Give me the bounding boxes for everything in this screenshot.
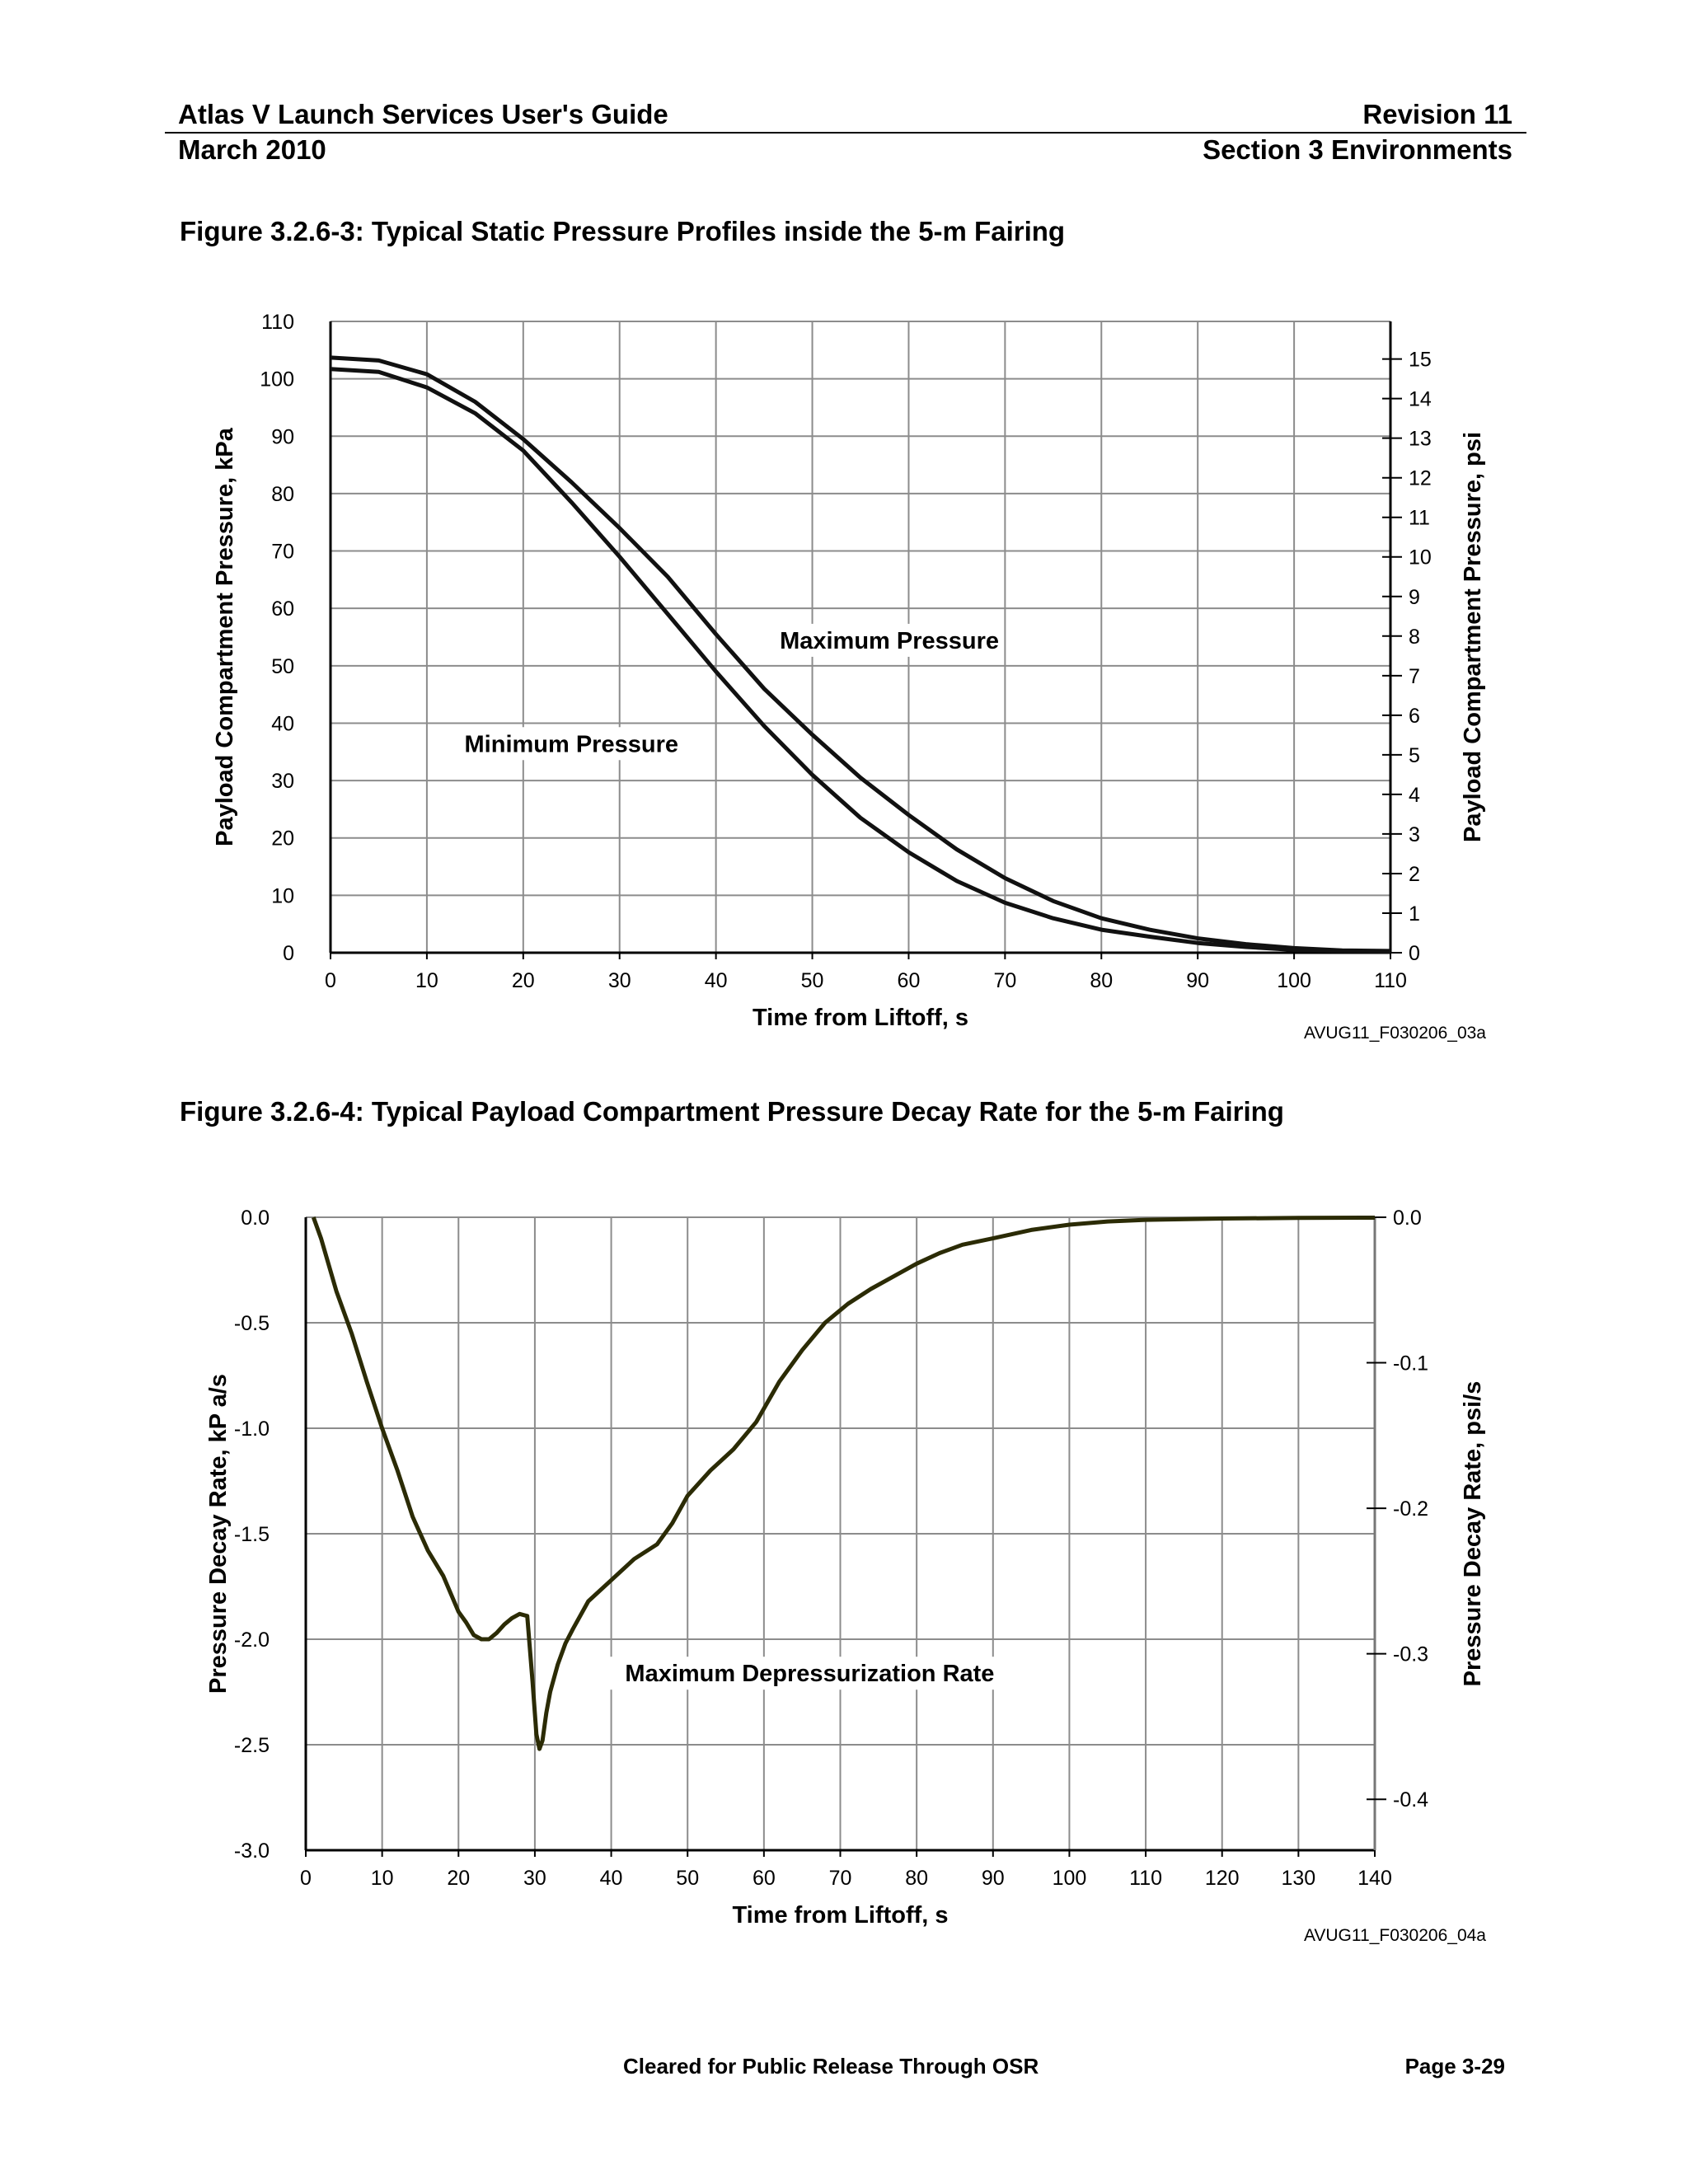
y-tick-label: -3.0 [234,1840,270,1863]
x-tick-label: 40 [705,969,728,992]
figure-id-code: AVUG11_F030206_04a [1304,1926,1486,1945]
y-axis-title: Pressure Decay Rate, kP a/s [205,1374,232,1694]
x-tick-label: 110 [1129,1867,1162,1890]
annotation-label: Maximum Depressurization Rate [625,1661,994,1687]
y2-tick-label: 9 [1409,586,1420,609]
y-tick-label: 90 [271,425,294,448]
series-line [330,367,1391,954]
y2-tick-label: 10 [1409,546,1432,569]
y2-tick-label: 14 [1409,388,1432,411]
x-tick-label: 100 [1277,969,1311,992]
x-tick-label: 20 [447,1867,470,1890]
y-tick-label: 70 [271,541,294,564]
x-tick-label: 50 [676,1867,699,1890]
x-tick-label: 80 [1090,969,1113,992]
x-tick-label: 10 [371,1867,394,1890]
annotation-bg [459,727,684,761]
x-tick-label: 90 [1186,969,1209,992]
y2-tick-label: 5 [1409,744,1420,767]
x-tick-label: 80 [905,1867,928,1890]
y2-tick-label: 6 [1409,705,1420,728]
x-tick-label: 30 [523,1867,546,1890]
y-tick-label: 0 [283,942,294,965]
y-tick-label: -2.5 [234,1734,270,1757]
y-tick-label: -2.0 [234,1629,270,1652]
x-tick-label: 130 [1281,1867,1315,1890]
figure-2-chart: 0 10 20 30 40 50 60 70 80 90 100 110 120 130 140 0.0 -0.… [0,1179,1688,1953]
y2-tick-label: 1 [1409,902,1420,926]
figure-1-title: Figure 3.2.6-3: Typical Static Pressure … [180,216,1066,246]
x-tick-label: 0 [300,1867,312,1890]
y2-tick-label: 13 [1409,428,1432,451]
figure-1-chart: 0 10 20 30 40 50 60 70 80 90 100 110 0 10 20 30 40 50 60 70… [0,288,1688,1080]
y2-tick-label: 2 [1409,863,1420,886]
y-tick-label: 40 [271,712,294,735]
y-tick-label: -1.5 [234,1523,270,1546]
x-tick-label: 110 [1374,969,1407,992]
annotation-label: Minimum Pressure [465,731,678,757]
x-tick-label: 10 [415,969,438,992]
x-tick-label: 0 [325,969,336,992]
y-tick-label: 0.0 [241,1207,270,1230]
x-tick-label: 60 [898,969,921,992]
figure-id-code: AVUG11_F030206_03a [1304,1024,1486,1043]
doc-date: March 2010 [178,134,326,165]
y2-tick-label: 3 [1409,823,1420,846]
figure-2-title: Figure 3.2.6-4: Typical Payload Compartm… [180,1096,1284,1127]
y-tick-label: 20 [271,827,294,851]
x-axis-title: Time from Liftoff, s [732,1902,948,1929]
y-tick-label: 60 [271,598,294,621]
x-tick-label: 70 [829,1867,852,1890]
pressure-profile-chart: 0 10 20 30 40 50 60 70 80 90 100 110010203040506070… [212,311,1486,1043]
y-tick-label: 50 [271,655,294,678]
y2-axis-title: Payload Compartment Pressure, psi [1460,432,1486,842]
y-tick-label: 80 [271,483,294,506]
x-axis-title: Time from Liftoff, s [753,1005,968,1031]
x-tick-label: 60 [753,1867,776,1890]
annotation-label: Maximum Pressure [780,628,999,654]
y2-tick-label: -0.4 [1393,1788,1428,1811]
release-note: Cleared for Public Release Through OSR [623,2054,1039,2079]
y-tick-label: 10 [271,884,294,907]
x-tick-label: 140 [1357,1867,1392,1890]
y2-tick-label: 11 [1409,507,1430,530]
x-tick-label: 50 [801,969,824,992]
y-tick-label: -1.0 [234,1418,270,1441]
x-tick-label: 90 [982,1867,1005,1890]
annotation-bg [777,623,1002,657]
x-tick-label: 30 [608,969,631,992]
y2-tick-label: -0.1 [1393,1352,1428,1376]
y2-tick-label: 8 [1409,626,1420,649]
series-line [311,1216,1376,1751]
x-tick-label: 120 [1205,1867,1240,1890]
y2-tick-label: -0.3 [1393,1643,1428,1666]
y-tick-label: 100 [260,368,294,391]
x-tick-label: 100 [1053,1867,1087,1890]
page-number: Page 3-29 [1404,2054,1505,2079]
header-rule [165,132,1526,134]
y2-tick-label: 15 [1409,349,1432,372]
x-tick-label: 70 [993,969,1016,992]
y2-tick-label: 12 [1409,467,1432,490]
y2-tick-label: 7 [1409,665,1420,688]
y2-tick-label: 4 [1409,784,1420,807]
y-tick-label: 30 [271,770,294,793]
annotation-bg [606,1657,1013,1690]
revision-label: Revision 11 [1362,99,1512,129]
y-tick-label: 110 [261,311,294,334]
y2-tick-label: 0 [1409,942,1420,965]
y-axis-title: Payload Compartment Pressure, kPa [212,427,238,846]
y2-tick-label: -0.2 [1393,1497,1428,1521]
pressure-decay-chart: 0 10 20 30 40 50 60 70 80 90 100 110 120 130 140 0.0 -0.… [205,1207,1486,1945]
y-tick-label: -0.5 [234,1312,270,1335]
x-tick-label: 20 [512,969,535,992]
y2-axis-title: Pressure Decay Rate, psi/s [1460,1381,1486,1687]
x-tick-label: 40 [600,1867,623,1890]
series-line [330,355,1391,954]
doc-title: Atlas V Launch Services User's Guide [178,99,668,129]
section-label: Section 3 Environments [1203,134,1512,165]
y2-tick-label: 0.0 [1393,1207,1422,1230]
